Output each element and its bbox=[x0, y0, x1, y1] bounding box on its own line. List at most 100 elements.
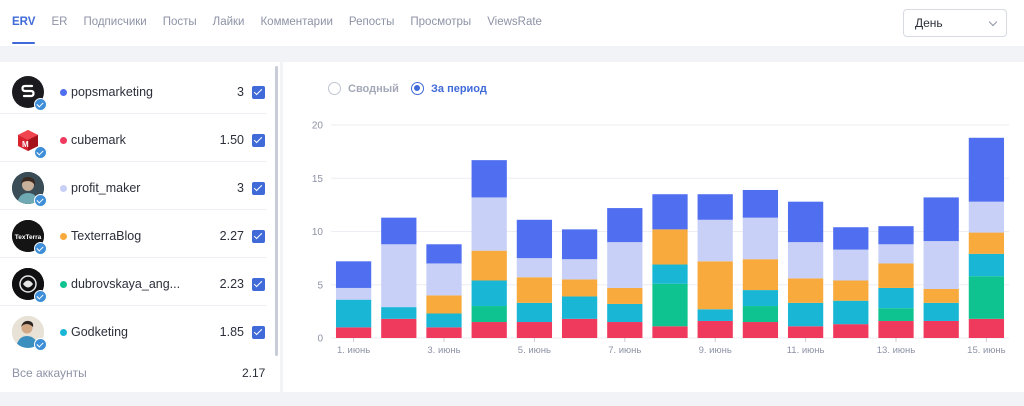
x-tick-label: 3. июнь bbox=[427, 345, 460, 356]
account-value: 3 bbox=[237, 181, 244, 195]
bar-segment bbox=[833, 249, 869, 281]
telegram-icon bbox=[34, 194, 47, 207]
bar-segment bbox=[607, 208, 643, 243]
avatar bbox=[12, 268, 44, 300]
svg-text:M: M bbox=[22, 140, 29, 149]
x-tick-label: 7. июнь bbox=[608, 345, 641, 356]
tab-er[interactable]: ER bbox=[51, 16, 68, 28]
bar-segment bbox=[471, 306, 507, 323]
bar-segment bbox=[561, 259, 598, 280]
account-name: dubrovskaya_ang... bbox=[71, 277, 181, 291]
series-color-dot bbox=[60, 137, 67, 144]
period-select[interactable]: День bbox=[903, 9, 1007, 37]
bar-segment bbox=[968, 137, 1005, 202]
x-tick-label: 13. июнь bbox=[877, 345, 916, 356]
series-color-dot bbox=[60, 329, 67, 336]
bar-segment bbox=[426, 263, 462, 296]
bar-segment bbox=[561, 279, 598, 297]
account-checkbox[interactable] bbox=[252, 182, 265, 195]
bar-segment bbox=[923, 241, 959, 290]
y-tick-label: 10 bbox=[312, 227, 324, 238]
bar-segment bbox=[516, 219, 553, 259]
account-checkbox[interactable] bbox=[252, 278, 265, 291]
tab-likes[interactable]: Лайки bbox=[212, 16, 245, 28]
accounts-panel: popsmarketing 3 M cubemark 1.50 bbox=[0, 62, 280, 392]
top-bar: ERV ER Подписчики Посты Лайки Комментари… bbox=[0, 0, 1024, 46]
tab-subscribers[interactable]: Подписчики bbox=[83, 16, 147, 28]
account-row: popsmarketing 3 bbox=[0, 66, 266, 114]
bar-segment bbox=[968, 318, 1005, 338]
x-tick-label: 15. июнь bbox=[967, 345, 1006, 356]
bar-segment bbox=[516, 322, 553, 338]
account-value: 3 bbox=[237, 85, 244, 99]
popsmarketing-logo-icon bbox=[21, 84, 35, 98]
telegram-icon bbox=[34, 146, 47, 159]
bar-segment bbox=[878, 244, 914, 264]
x-tick-label: 5. июнь bbox=[518, 345, 551, 356]
account-checkbox[interactable] bbox=[252, 134, 265, 147]
radio-circle-icon bbox=[328, 82, 341, 95]
account-checkbox[interactable] bbox=[252, 86, 265, 99]
bar-segment bbox=[652, 283, 688, 327]
bar-segment bbox=[742, 217, 779, 260]
bar-segment bbox=[335, 327, 372, 338]
tab-reposts[interactable]: Репосты bbox=[348, 16, 395, 28]
account-row: TexTerra TexterraBlog 2.27 bbox=[0, 210, 266, 258]
series-color-dot bbox=[60, 89, 67, 96]
bar-segment bbox=[968, 232, 1005, 254]
account-row: Godketing 1.85 bbox=[0, 306, 266, 354]
bar-segment bbox=[561, 229, 598, 260]
bar-segment bbox=[335, 261, 372, 288]
tab-viewsrate[interactable]: ViewsRate bbox=[487, 16, 542, 28]
tab-posts[interactable]: Посты bbox=[162, 16, 197, 28]
bar-segment bbox=[652, 194, 688, 230]
bar-segment bbox=[923, 289, 959, 303]
account-value: 2.27 bbox=[219, 229, 244, 243]
bar-segment bbox=[787, 278, 824, 303]
radio-summary[interactable]: Сводный bbox=[328, 82, 399, 95]
account-checkbox[interactable] bbox=[252, 326, 265, 339]
texterra-logo-text: TexTerra bbox=[15, 234, 42, 241]
tab-comments[interactable]: Комментарии bbox=[260, 16, 333, 28]
account-checkbox[interactable] bbox=[252, 230, 265, 243]
account-row: M cubemark 1.50 bbox=[0, 114, 266, 162]
account-name: cubemark bbox=[71, 133, 126, 147]
bar-segment bbox=[426, 295, 462, 314]
account-value: 1.50 bbox=[219, 133, 244, 147]
bar-segment bbox=[833, 324, 869, 338]
bar-segment bbox=[968, 201, 1005, 233]
x-tick-label: 9. июнь bbox=[699, 345, 732, 356]
account-name: Godketing bbox=[71, 325, 128, 339]
bar-segment bbox=[878, 287, 914, 309]
avatar: TexTerra bbox=[12, 220, 44, 252]
bar-segment bbox=[652, 326, 688, 338]
bar-segment bbox=[471, 322, 507, 338]
bar-segment bbox=[742, 259, 779, 291]
bar-segment bbox=[923, 302, 959, 321]
bar-segment bbox=[381, 318, 417, 338]
bar-segment bbox=[426, 244, 462, 264]
bar-segment bbox=[878, 320, 914, 338]
bar-segment bbox=[742, 290, 779, 307]
avatar bbox=[12, 316, 44, 348]
metric-tabs: ERV ER Подписчики Посты Лайки Комментари… bbox=[12, 0, 558, 46]
bar-segment bbox=[471, 250, 507, 281]
bar-segment bbox=[471, 160, 507, 198]
bar-segment bbox=[381, 244, 417, 308]
bar-segment bbox=[561, 318, 598, 338]
bar-segment bbox=[787, 326, 824, 338]
radio-period-label: За период bbox=[431, 82, 487, 95]
radio-period[interactable]: За период bbox=[411, 82, 487, 95]
tab-erv[interactable]: ERV bbox=[12, 0, 36, 46]
all-accounts-value: 2.17 bbox=[242, 366, 266, 380]
bar-segment bbox=[833, 227, 869, 250]
bar-segment bbox=[878, 226, 914, 245]
bar-segment bbox=[516, 258, 553, 278]
stacked-bar-chart: 0 5 10 15 20 1. июнь 3. июнь 5. июнь 7. июнь 9. и… bbox=[312, 121, 1009, 356]
bar-segment bbox=[968, 253, 1005, 277]
accounts-scrollbar[interactable] bbox=[275, 66, 278, 356]
bar-segment bbox=[968, 276, 1005, 319]
avatar bbox=[12, 76, 44, 108]
radio-circle-selected-icon bbox=[411, 82, 424, 95]
tab-views[interactable]: Просмотры bbox=[410, 16, 472, 28]
